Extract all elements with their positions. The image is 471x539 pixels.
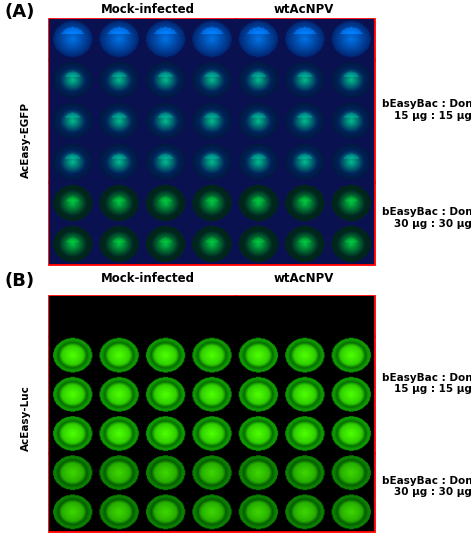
Text: AcEasy-EGFP: AcEasy-EGFP <box>21 102 31 178</box>
Text: bEasyBac : Donor
15 μg : 15 μg: bEasyBac : Donor 15 μg : 15 μg <box>382 100 471 121</box>
Text: (A): (A) <box>5 3 35 20</box>
Bar <box>49 296 374 531</box>
Text: bEasyBac : Donor
30 μg : 30 μg: bEasyBac : Donor 30 μg : 30 μg <box>382 475 471 497</box>
Text: Mock-infected: Mock-infected <box>101 272 195 285</box>
Text: wtAcNPV: wtAcNPV <box>274 3 334 16</box>
Text: AcEasy-Luc: AcEasy-Luc <box>21 385 31 451</box>
Text: Mock-infected: Mock-infected <box>101 3 195 16</box>
Bar <box>49 19 374 264</box>
Text: wtAcNPV: wtAcNPV <box>274 272 334 285</box>
Text: bEasyBac : Donor
15 μg : 15 μg: bEasyBac : Donor 15 μg : 15 μg <box>382 372 471 394</box>
Text: (B): (B) <box>5 272 35 290</box>
Text: bEasyBac : Donor
30 μg : 30 μg: bEasyBac : Donor 30 μg : 30 μg <box>382 207 471 229</box>
